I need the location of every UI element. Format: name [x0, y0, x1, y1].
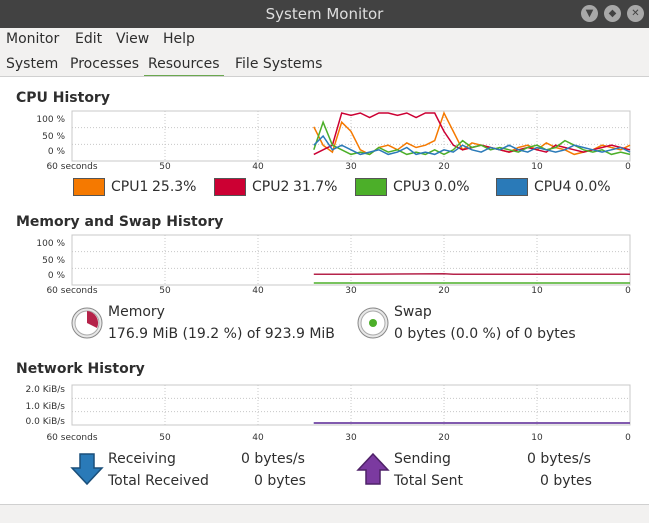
network-x-label-40: 40: [252, 433, 264, 443]
window-title: System Monitor: [265, 5, 384, 23]
menu-help[interactable]: Help: [163, 31, 195, 47]
memory-x-label-30: 30: [345, 286, 357, 296]
network-history-title: Network History: [16, 361, 145, 377]
cpu-y-label-50: 50 %: [42, 132, 65, 142]
menu-monitor[interactable]: Monitor: [6, 31, 60, 47]
swap-pie-icon[interactable]: [356, 306, 390, 340]
cpu3-label: CPU3: [393, 179, 431, 195]
memory-history-graph: 100 % 50 % 0 % 60 seconds 50 40 30 20 10…: [36, 234, 631, 296]
cpu-y-label-100: 100 %: [36, 115, 65, 125]
memory-history-title: Memory and Swap History: [16, 214, 224, 230]
cpu-history-graph: 100 % 50 % 0 % 60 seconds 50 40 30 20 10…: [36, 110, 631, 172]
cpu2-label: CPU2: [252, 179, 290, 195]
network-x-label-20: 20: [438, 433, 450, 443]
cpu-grid: [72, 111, 630, 161]
cpu-x-label-40: 40: [252, 162, 264, 172]
cpu-x-label-60: 60 seconds: [46, 162, 97, 172]
network-x-label-30: 30: [345, 433, 357, 443]
memory-pie-icon[interactable]: [70, 306, 104, 340]
cpu-x-label-10: 10: [531, 162, 543, 172]
receiving-value: 0 bytes/s: [241, 451, 305, 467]
receiving-arrow-icon[interactable]: [70, 452, 104, 486]
network-y-label-0: 0.0 KiB/s: [26, 417, 66, 427]
tab-file-systems[interactable]: File Systems: [235, 56, 323, 72]
cpu-x-label-0: 0: [625, 162, 631, 172]
network-grid: [72, 385, 630, 425]
memory-value: 176.9 MiB (19.2 %) of 923.9 MiB: [108, 326, 335, 342]
memory-y-label-50: 50 %: [42, 256, 65, 266]
memory-x-label-0: 0: [625, 286, 631, 296]
memory-x-label-40: 40: [252, 286, 264, 296]
menu-edit[interactable]: Edit: [75, 31, 103, 47]
network-x-label-50: 50: [159, 433, 171, 443]
menu-bar: Monitor Edit View Help: [0, 28, 649, 52]
network-x-label-10: 10: [531, 433, 543, 443]
total-sent-label: Total Sent: [394, 473, 464, 489]
swap-value: 0 bytes (0.0 %) of 0 bytes: [394, 326, 576, 342]
total-received-value: 0 bytes: [254, 473, 306, 489]
memory-label: Memory: [108, 304, 165, 320]
cpu-x-label-50: 50: [159, 162, 171, 172]
cpu4-value: 0.0%: [575, 179, 611, 195]
cpu-series-cpu4: [313, 134, 631, 156]
cpu3-color-swatch[interactable]: [355, 178, 387, 196]
total-sent-value: 0 bytes: [540, 473, 592, 489]
sending-arrow-icon[interactable]: [356, 452, 390, 486]
close-icon[interactable]: ✕: [627, 5, 644, 22]
maximize-icon[interactable]: ◆: [604, 5, 621, 22]
status-bar: [0, 504, 649, 523]
title-bar: System Monitor ▼ ◆ ✕: [0, 0, 649, 28]
tab-system[interactable]: System: [6, 56, 59, 72]
swap-label: Swap: [394, 304, 432, 320]
menu-view[interactable]: View: [116, 31, 150, 47]
cpu3-value: 0.0%: [434, 179, 470, 195]
resources-panel: CPU History 100 % 50 % 0 % 60 seconds 50…: [0, 76, 649, 505]
tab-bar: System Processes Resources File Systems: [0, 52, 649, 77]
memory-x-label-20: 20: [438, 286, 450, 296]
cpu-x-label-30: 30: [345, 162, 357, 172]
tab-processes[interactable]: Processes: [70, 56, 140, 72]
cpu1-color-swatch[interactable]: [73, 178, 105, 196]
cpu4-color-swatch[interactable]: [496, 178, 528, 196]
memory-y-label-0: 0 %: [48, 271, 66, 281]
cpu-history-title: CPU History: [16, 90, 110, 106]
memory-x-label-50: 50: [159, 286, 171, 296]
tab-resources[interactable]: Resources: [144, 56, 224, 77]
minimize-icon[interactable]: ▼: [581, 5, 598, 22]
memory-x-label-10: 10: [531, 286, 543, 296]
network-history-graph: 2.0 KiB/s 1.0 KiB/s 0.0 KiB/s 60 seconds…: [26, 384, 631, 443]
memory-series-memory: [313, 273, 630, 276]
receiving-label: Receiving: [108, 451, 176, 467]
cpu2-color-swatch[interactable]: [214, 178, 246, 196]
cpu2-value: 31.7%: [293, 179, 338, 195]
sending-label: Sending: [394, 451, 451, 467]
cpu-x-label-20: 20: [438, 162, 450, 172]
cpu1-value: 25.3%: [152, 179, 197, 195]
cpu4-label: CPU4: [534, 179, 572, 195]
total-received-label: Total Received: [108, 473, 209, 489]
sending-value: 0 bytes/s: [527, 451, 591, 467]
cpu1-label: CPU1: [111, 179, 149, 195]
cpu-y-label-0: 0 %: [48, 147, 66, 157]
memory-y-label-100: 100 %: [36, 239, 65, 249]
memory-lines: [313, 273, 630, 284]
network-x-label-60: 60 seconds: [46, 433, 97, 443]
network-x-label-0: 0: [625, 433, 631, 443]
memory-x-label-60: 60 seconds: [46, 286, 97, 296]
network-y-label-1: 1.0 KiB/s: [26, 402, 66, 412]
cpu-lines: [313, 111, 631, 156]
memory-grid: [72, 235, 630, 285]
network-y-label-2: 2.0 KiB/s: [26, 385, 66, 395]
